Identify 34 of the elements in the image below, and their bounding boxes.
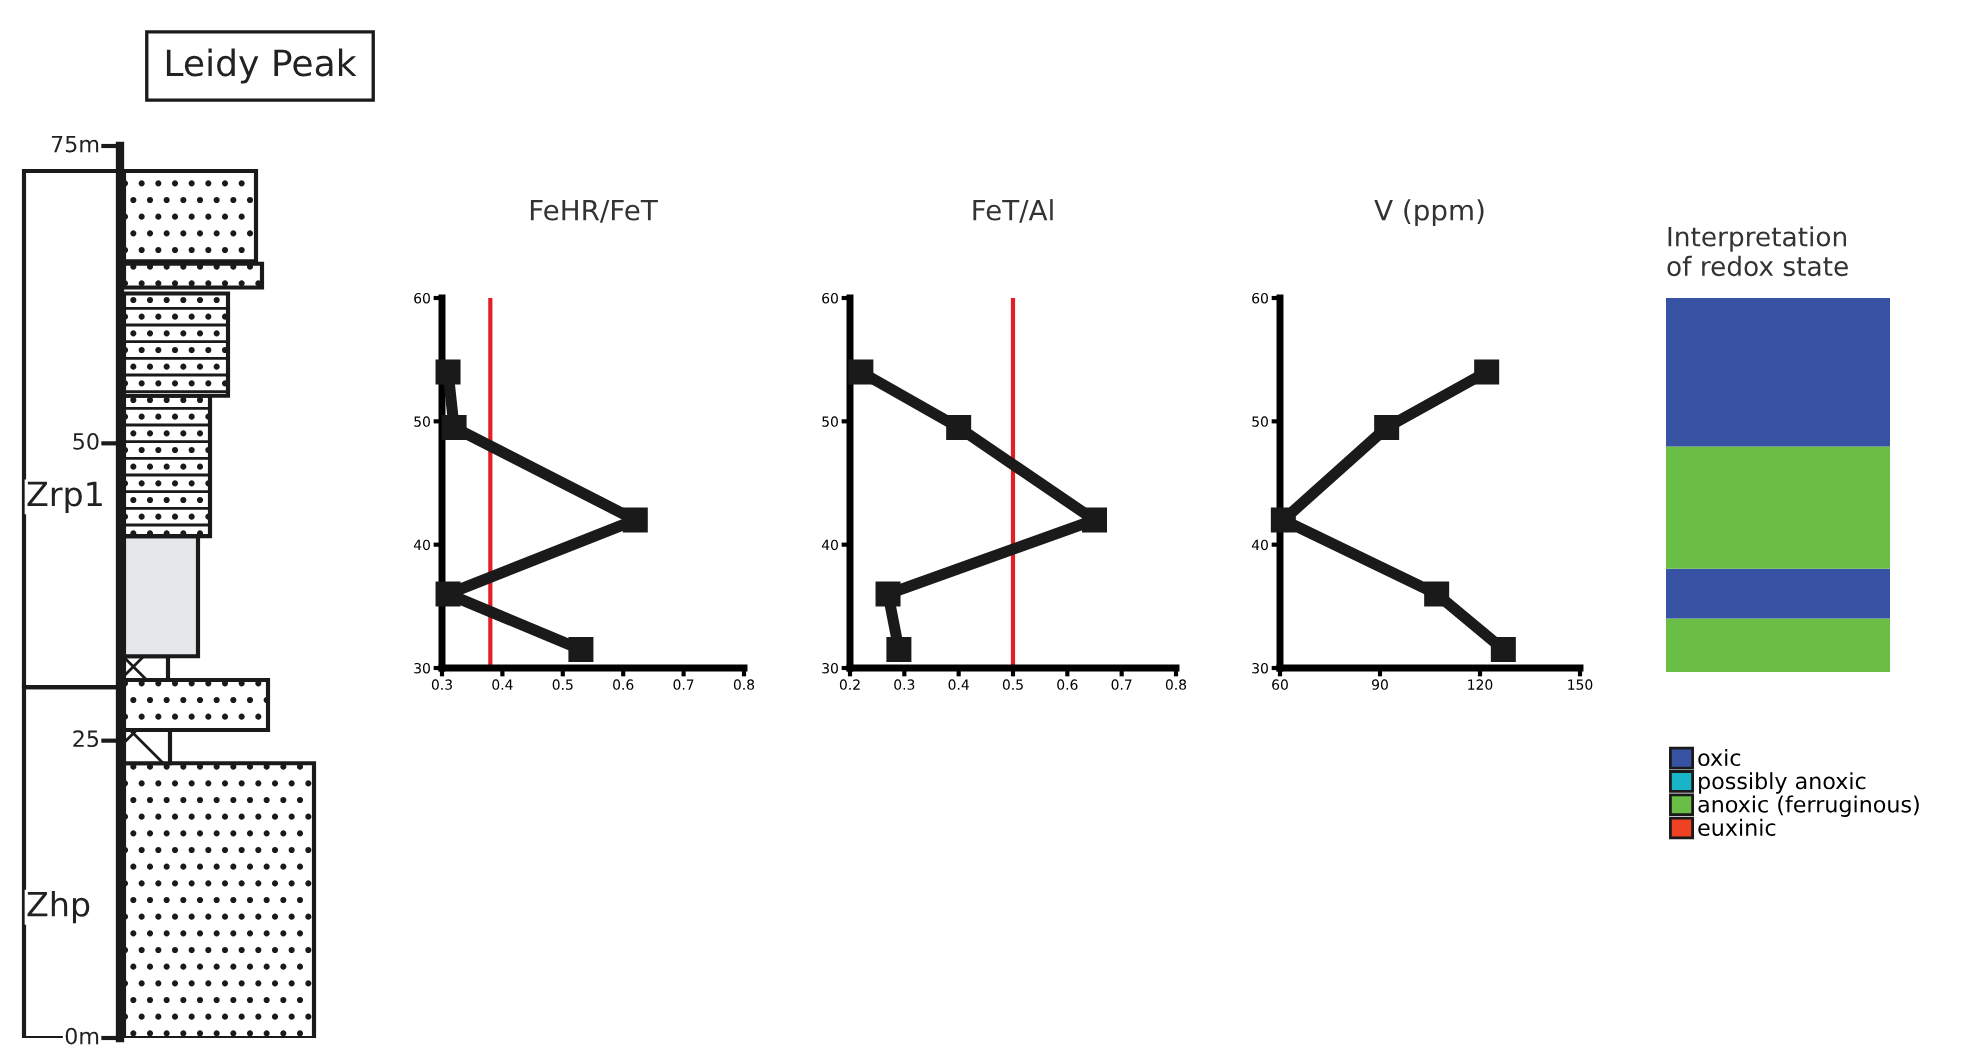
point (1490, 637, 1516, 662)
chart-title: V (ppm) (1374, 199, 1484, 226)
text: 25 (73, 730, 99, 748)
bar (1666, 446, 1890, 569)
point (1424, 581, 1450, 607)
chart-title: FeT/Al (973, 199, 1053, 223)
point (435, 581, 461, 607)
bar (1666, 618, 1890, 672)
text: Zhp (27, 891, 90, 924)
legend-label: anoxic (ferruginous) (1698, 795, 1919, 817)
text: Zrp1 (27, 481, 102, 513)
text: 75m (51, 135, 99, 153)
bar (1666, 298, 1890, 447)
point (1474, 359, 1500, 385)
point (875, 581, 901, 607)
legend-label: possibly anoxic (1699, 772, 1866, 794)
text: Leidy Peak (166, 48, 357, 84)
legend-label: oxic (1698, 748, 1741, 767)
point (1374, 415, 1400, 440)
point (848, 359, 874, 385)
point (1082, 507, 1107, 533)
point (441, 415, 467, 440)
point (435, 359, 461, 385)
text: 0m (65, 1027, 99, 1045)
chart-title: Interpretation of redox state (1667, 226, 1848, 277)
bar (1666, 568, 1890, 619)
text: 50 (73, 432, 99, 450)
point (946, 415, 972, 440)
chart-title: FeHR/FeT (530, 199, 658, 223)
point (886, 637, 912, 662)
point (1270, 507, 1296, 533)
point (568, 637, 594, 662)
legend-label: euxinic (1698, 818, 1776, 836)
point (622, 507, 648, 533)
